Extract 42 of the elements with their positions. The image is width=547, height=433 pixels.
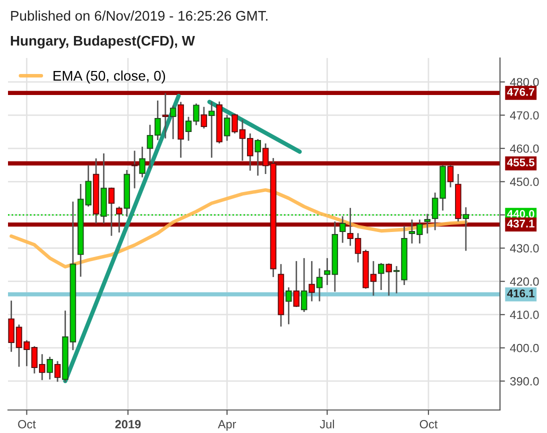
candlestick xyxy=(46,356,53,380)
x-tick-label: Oct xyxy=(18,420,36,428)
candlestick xyxy=(378,262,384,291)
candlestick xyxy=(316,268,323,302)
x-tick-label: Jul xyxy=(320,420,334,428)
x-tick-label: 2019 xyxy=(115,420,141,428)
candlestick xyxy=(54,360,61,382)
y-tick-label: 480.0 xyxy=(510,78,539,86)
y-tick-label: 450.0 xyxy=(510,178,539,186)
y-tick-label: 420.0 xyxy=(510,277,539,286)
line-series xyxy=(10,188,468,268)
candlestick xyxy=(139,146,146,178)
ref-line-label: 440.0 xyxy=(507,210,534,218)
y-tick-label: 430.0 xyxy=(510,244,539,253)
candlestick xyxy=(108,186,115,237)
candlestick xyxy=(208,100,215,158)
candlestick xyxy=(254,138,261,176)
candlestick xyxy=(308,260,315,302)
candlestick xyxy=(200,106,208,130)
candlestick xyxy=(224,114,230,142)
candlestick xyxy=(286,286,292,325)
candlestick xyxy=(162,92,169,140)
chart-title: Hungary, Budapest(CFD), W xyxy=(10,35,195,49)
y-tick-label: 460.0 xyxy=(510,144,539,153)
candlestick xyxy=(300,257,308,313)
x-tick-label: Oct xyxy=(420,420,438,428)
x-tick-label: Apr xyxy=(218,420,236,431)
ref-line-label: 455.5 xyxy=(507,158,534,166)
candlestick xyxy=(293,260,300,308)
ref-line-label: 476.7 xyxy=(507,88,534,96)
y-tick-label: 470.0 xyxy=(510,111,539,120)
y-tick-label: 410.0 xyxy=(510,310,539,319)
candlestick xyxy=(447,164,454,188)
candlestick xyxy=(116,206,122,234)
legend-label: EMA (50, close, 0) xyxy=(54,70,166,84)
text: Published on 6/Nov/2019 - 16:25:26 GMT. xyxy=(11,10,268,21)
y-tick-label: 390.0 xyxy=(510,377,539,386)
candlestick xyxy=(170,104,176,140)
candlestick xyxy=(386,262,392,296)
ref-line-label: 416.1 xyxy=(507,289,534,298)
y-tick-label: 400.0 xyxy=(510,344,539,352)
ref-line-label: 437.1 xyxy=(507,220,534,228)
